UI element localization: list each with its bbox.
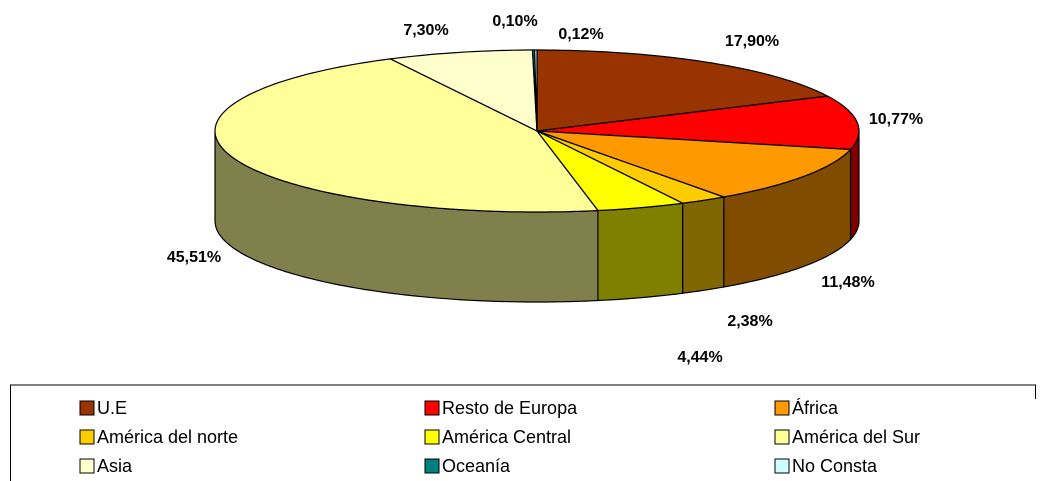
value-label: 11,48% [821, 274, 874, 291]
legend-swatch [79, 458, 95, 474]
legend-label: U.E [97, 398, 127, 418]
slice [533, 49, 538, 132]
slice [214, 58, 600, 213]
legend-swatch [774, 429, 790, 445]
slice-side [597, 202, 684, 302]
legend-label: América del norte [97, 427, 238, 447]
slice [536, 130, 852, 198]
legend-frame [10, 384, 1036, 481]
legend-label: Oceanía [442, 456, 511, 476]
legend-swatch [424, 400, 440, 416]
legend-swatch [774, 458, 790, 474]
slice [536, 49, 830, 132]
legend-label: América Central [442, 427, 571, 447]
value-label: 7,30% [403, 22, 448, 39]
legend-label: África [792, 398, 839, 418]
legend-label: Asia [97, 456, 133, 476]
slice-side [682, 196, 725, 294]
legend-swatch [79, 400, 95, 416]
legend-swatch [424, 429, 440, 445]
legend-swatch [774, 400, 790, 416]
slice [536, 95, 860, 151]
legend-label: Resto de Europa [442, 398, 578, 418]
value-label: 45,51% [167, 249, 221, 266]
slice [388, 49, 538, 132]
value-label: 10,77% [869, 111, 923, 128]
value-label: 4,44% [677, 349, 722, 366]
value-label: 2,38% [727, 313, 772, 330]
legend-label: América del Sur [792, 427, 920, 447]
legend-swatch [79, 429, 95, 445]
slice [536, 130, 685, 212]
slice [536, 130, 724, 204]
legend-label: No Consta [792, 456, 878, 476]
value-label: 17,90% [725, 33, 779, 50]
legend-swatch [424, 458, 440, 474]
value-label: 0,10% [492, 13, 537, 30]
value-label: 0,12% [558, 26, 603, 43]
